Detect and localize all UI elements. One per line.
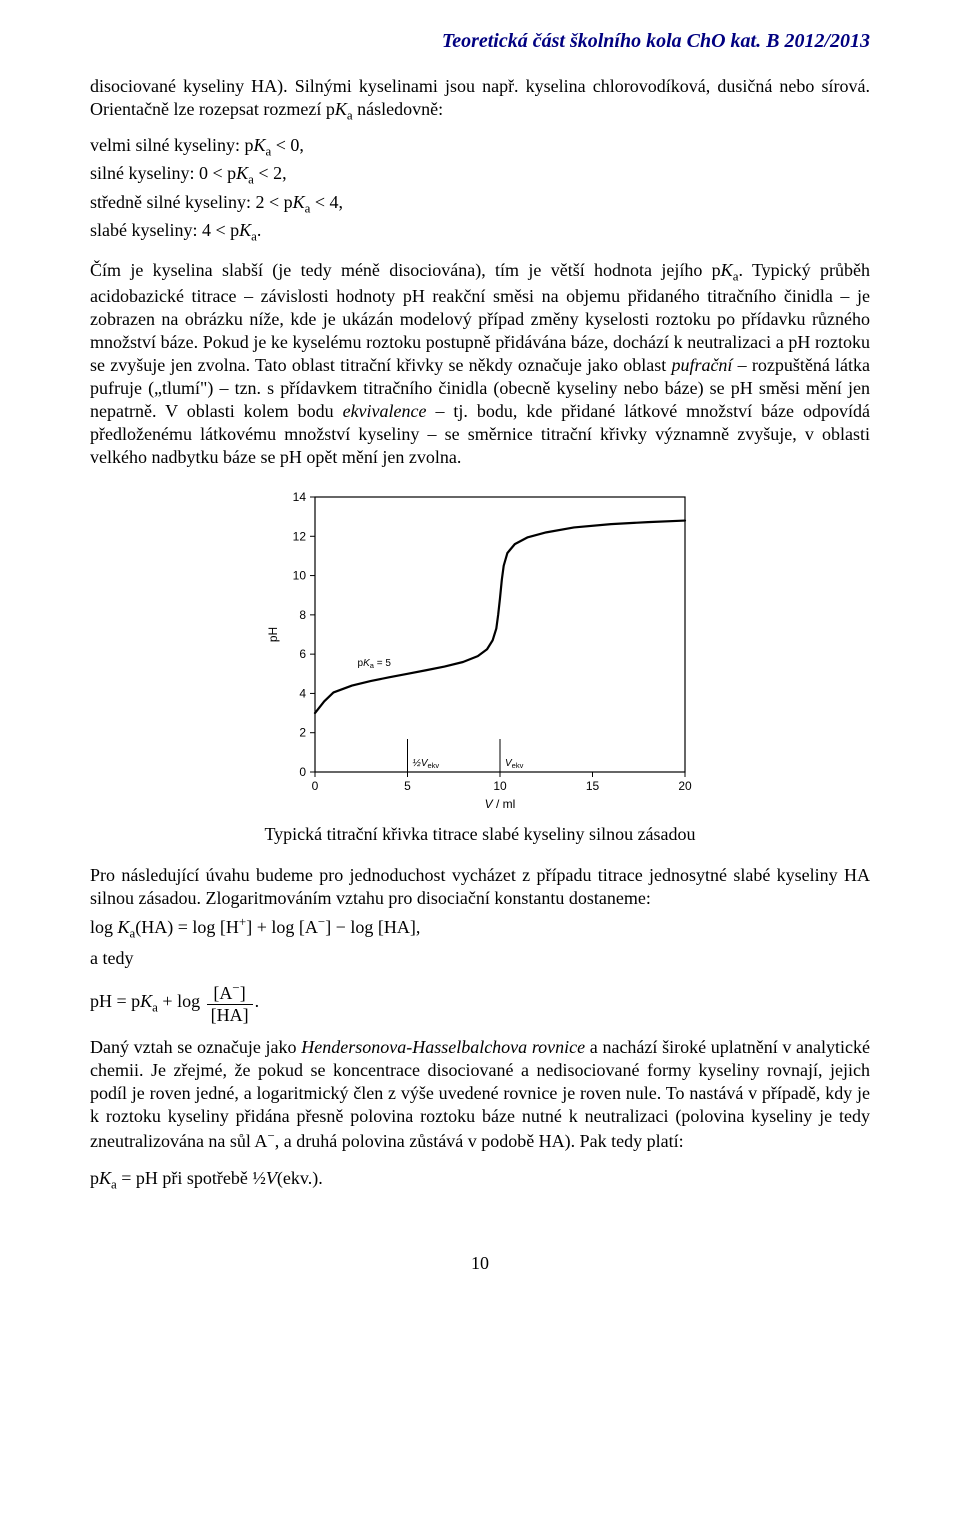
eqn2-lhs: pH = p xyxy=(90,991,140,1011)
para5-b: = pH při spotřebě ½ xyxy=(117,1168,266,1188)
svg-text:pKa = 5: pKa = 5 xyxy=(358,658,392,670)
list3-a: středně silné kyseliny: 2 < p xyxy=(90,192,293,212)
para5-K: K xyxy=(99,1168,111,1188)
paragraph-main: Čím je kyselina slabší (je tedy méně dis… xyxy=(90,259,870,469)
svg-text:pH: pH xyxy=(266,627,280,642)
svg-text:8: 8 xyxy=(299,608,306,622)
svg-text:2: 2 xyxy=(299,726,306,740)
chart-caption: Typická titrační křivka titrace slabé ky… xyxy=(90,823,870,846)
svg-text:0: 0 xyxy=(299,765,306,779)
svg-text:5: 5 xyxy=(404,779,411,793)
para4-c: , a druhá polovina zůstává v podobě HA).… xyxy=(275,1131,684,1151)
list-item: velmi silné kyseliny: pKa < 0, xyxy=(90,134,870,160)
list2-b: < 2, xyxy=(254,163,287,183)
list2-K: K xyxy=(236,163,248,183)
paragraph-conclusion: Daný vztah se označuje jako Hendersonova… xyxy=(90,1036,870,1153)
paragraph-intro: disociované kyseliny HA). Silnými kyseli… xyxy=(90,75,870,124)
list1-a: velmi silné kyseliny: p xyxy=(90,135,254,155)
document-header: Teoretická část školního kola ChO kat. B… xyxy=(90,30,870,53)
list-item: středně silné kyseliny: 2 < pKa < 4, xyxy=(90,191,870,217)
list2-a: silné kyseliny: 0 < p xyxy=(90,163,236,183)
para1-tail: následovně: xyxy=(353,99,443,119)
equation-logKa: log Ka(HA) = log [H+] + log [A−] − log [… xyxy=(90,914,870,942)
para4-a: Daný vztah se označuje jako xyxy=(90,1037,301,1057)
para2-a: Čím je kyselina slabší (je tedy méně dis… xyxy=(90,260,721,280)
eqn2-numb: ] xyxy=(240,983,246,1003)
svg-text:4: 4 xyxy=(299,687,306,701)
eqn2-tail: . xyxy=(255,991,260,1011)
eqn2-numa: [A xyxy=(213,983,232,1003)
a-tedy: a tedy xyxy=(90,947,870,970)
pKa-ranges-list: velmi silné kyseliny: pKa < 0, silné kys… xyxy=(90,134,870,245)
svg-text:15: 15 xyxy=(586,779,600,793)
eqn1-e: ] + log [A xyxy=(246,917,318,937)
svg-text:10: 10 xyxy=(293,569,307,583)
eqn1-d: (HA) = log [H xyxy=(135,917,239,937)
list1-b: < 0, xyxy=(271,135,304,155)
para4-sup: − xyxy=(267,1128,274,1143)
list-item: slabé kyseliny: 4 < pKa. xyxy=(90,219,870,245)
list-item: silné kyseliny: 0 < pKa < 2, xyxy=(90,162,870,188)
para2-it2: ekvivalence xyxy=(343,401,427,421)
svg-text:0: 0 xyxy=(312,779,319,793)
list1-K: K xyxy=(254,135,266,155)
eqn1-a: log xyxy=(90,917,118,937)
svg-text:10: 10 xyxy=(493,779,507,793)
list3-b: < 4, xyxy=(310,192,343,212)
para5-V: V xyxy=(266,1168,277,1188)
svg-text:12: 12 xyxy=(293,530,307,544)
page-number: 10 xyxy=(90,1253,870,1274)
eqn2-den: [HA] xyxy=(207,1004,253,1026)
para1-a: disociované kyseliny HA). Silnými kyseli… xyxy=(90,76,870,119)
list3-K: K xyxy=(293,192,305,212)
list4-K: K xyxy=(239,220,251,240)
svg-text:20: 20 xyxy=(678,779,692,793)
list4-b: . xyxy=(257,220,262,240)
svg-text:14: 14 xyxy=(293,490,307,504)
para4-ital: Hendersonova-Hasselbalchova rovnice xyxy=(301,1037,585,1057)
eqn2-K: K xyxy=(140,991,152,1011)
para2-it1: pufrační xyxy=(671,355,732,375)
paragraph-final-relation: pKa = pH při spotřebě ½V(ekv.). xyxy=(90,1167,870,1193)
svg-text:V / ml: V / ml xyxy=(485,797,516,811)
eqn2-fraction: [A−] [HA] xyxy=(207,980,253,1026)
list4-a: slabé kyseliny: 4 < p xyxy=(90,220,239,240)
para1-K: K xyxy=(335,99,347,119)
para5-a: p xyxy=(90,1168,99,1188)
eqn2-plus: + log xyxy=(158,991,200,1011)
eqn1-f: ] − log [HA], xyxy=(325,917,420,937)
eqn1-K: K xyxy=(118,917,130,937)
equation-henderson: pH = pKa + log [A−] [HA] . xyxy=(90,980,870,1026)
titration-curve-chart: 0246810121405101520pHV / ml½VekvVekvpKa … xyxy=(260,487,700,817)
para2-K: K xyxy=(721,260,733,280)
svg-text:6: 6 xyxy=(299,647,306,661)
paragraph-derivation: Pro následující úvahu budeme pro jednodu… xyxy=(90,864,870,910)
eqn2-numsup: − xyxy=(232,980,239,995)
para5-c: (ekv.). xyxy=(277,1168,323,1188)
